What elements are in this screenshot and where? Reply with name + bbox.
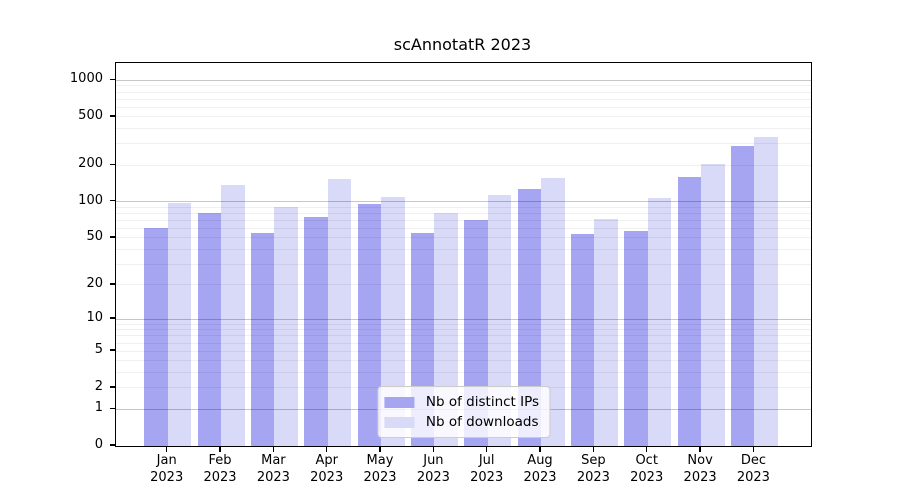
y-tick xyxy=(110,78,116,80)
y-tick-label: 200 xyxy=(78,156,103,172)
bar-distinct-ips-apr-2023 xyxy=(304,217,328,446)
x-tick xyxy=(752,446,755,452)
bar-downloads-jan-2023 xyxy=(167,203,192,446)
x-tick-label: Jan 2023 xyxy=(150,453,184,485)
x-tick-label: Oct 2023 xyxy=(630,453,664,485)
x-tick xyxy=(379,446,381,452)
x-tick xyxy=(646,446,648,452)
y-tick-label: 1000 xyxy=(69,71,103,87)
legend-item-distinct-ips: Nb of distinct IPs xyxy=(383,392,540,412)
y-tick-label: 0 xyxy=(94,437,103,452)
x-tick-label: Feb 2023 xyxy=(203,453,237,485)
chart-title: scAnnotatR 2023 xyxy=(393,35,532,54)
x-tick xyxy=(166,446,168,452)
x-tick-label: May 2023 xyxy=(363,453,397,485)
legend-swatch-downloads-icon xyxy=(383,416,414,428)
y-tick-label: 20 xyxy=(86,275,103,291)
y-tick-label: 1 xyxy=(94,400,103,416)
legend-item-downloads: Nb of downloads xyxy=(383,412,539,432)
bar-distinct-ips-dec-2023 xyxy=(730,146,755,446)
y-tick-label: 5 xyxy=(94,342,103,358)
y-axis: 1000 500 200 100 50 20 10 5 2 1 0 xyxy=(0,62,116,452)
y-tick xyxy=(110,283,116,285)
bar-downloads-oct-2023 xyxy=(647,198,672,446)
y-tick-label: 2 xyxy=(94,378,103,394)
bar-downloads-nov-2023 xyxy=(701,164,725,446)
y-tick-label: 500 xyxy=(78,107,103,123)
x-tick xyxy=(592,446,595,452)
legend-label-downloads: Nb of downloads xyxy=(425,414,539,430)
x-tick-label: Nov 2023 xyxy=(683,453,717,485)
x-tick-label: Jul 2023 xyxy=(470,453,504,485)
y-tick-label: 100 xyxy=(78,192,103,208)
bar-downloads-feb-2023 xyxy=(221,185,245,446)
bar-downloads-sep-2023 xyxy=(594,218,618,446)
bar-downloads-dec-2023 xyxy=(754,136,778,446)
legend: Nb of distinct IPs Nb of downloads xyxy=(376,386,551,438)
bar-downloads-apr-2023 xyxy=(327,178,352,446)
x-tick-label: Aug 2023 xyxy=(523,453,557,485)
bar-distinct-ips-sep-2023 xyxy=(570,233,595,446)
y-tick-label: 10 xyxy=(86,310,103,326)
y-tick xyxy=(110,386,116,388)
x-tick xyxy=(699,446,701,452)
x-tick xyxy=(539,446,541,452)
x-tick-label: Sep 2023 xyxy=(576,453,610,485)
bar-downloads-mar-2023 xyxy=(274,207,298,446)
y-tick xyxy=(110,236,116,238)
x-tick xyxy=(486,446,488,452)
bar-distinct-ips-aug-2023 xyxy=(517,189,542,446)
y-tick xyxy=(110,163,116,165)
x-axis: Jan 2023 Feb 2023 Mar 2023 Apr 2023 May 2023 Jun 20… xyxy=(115,445,810,500)
bar-downloads-may-2023 xyxy=(381,196,405,446)
y-tick xyxy=(110,407,116,409)
bar-distinct-ips-oct-2023 xyxy=(624,231,648,446)
bar-downloads-jul-2023 xyxy=(487,195,512,446)
plot-area: Nb of distinct IPs Nb of downloads xyxy=(115,62,812,447)
bar-distinct-ips-jan-2023 xyxy=(144,228,168,446)
bar-distinct-ips-nov-2023 xyxy=(677,176,702,446)
x-tick xyxy=(272,446,275,452)
y-tick xyxy=(110,115,116,117)
legend-swatch-distinct-ips-icon xyxy=(383,396,414,408)
y-tick xyxy=(110,444,116,446)
x-tick xyxy=(219,446,221,452)
x-tick xyxy=(326,446,328,452)
x-tick-label: Mar 2023 xyxy=(256,453,290,485)
bar-distinct-ips-feb-2023 xyxy=(197,213,222,446)
x-tick-label: Dec 2023 xyxy=(736,453,770,485)
x-tick xyxy=(432,446,435,452)
x-tick-label: Jun 2023 xyxy=(416,453,450,485)
bar-distinct-ips-mar-2023 xyxy=(250,232,275,446)
legend-label-distinct-ips: Nb of distinct IPs xyxy=(425,394,540,410)
bar-downloads-aug-2023 xyxy=(541,178,565,446)
y-tick xyxy=(110,200,116,202)
bar-distinct-ips-may-2023 xyxy=(357,203,382,446)
y-tick xyxy=(110,317,116,319)
bars-layer xyxy=(116,63,811,446)
x-tick-label: Apr 2023 xyxy=(310,453,344,485)
y-tick-label: 50 xyxy=(86,228,103,244)
y-tick xyxy=(110,349,116,351)
